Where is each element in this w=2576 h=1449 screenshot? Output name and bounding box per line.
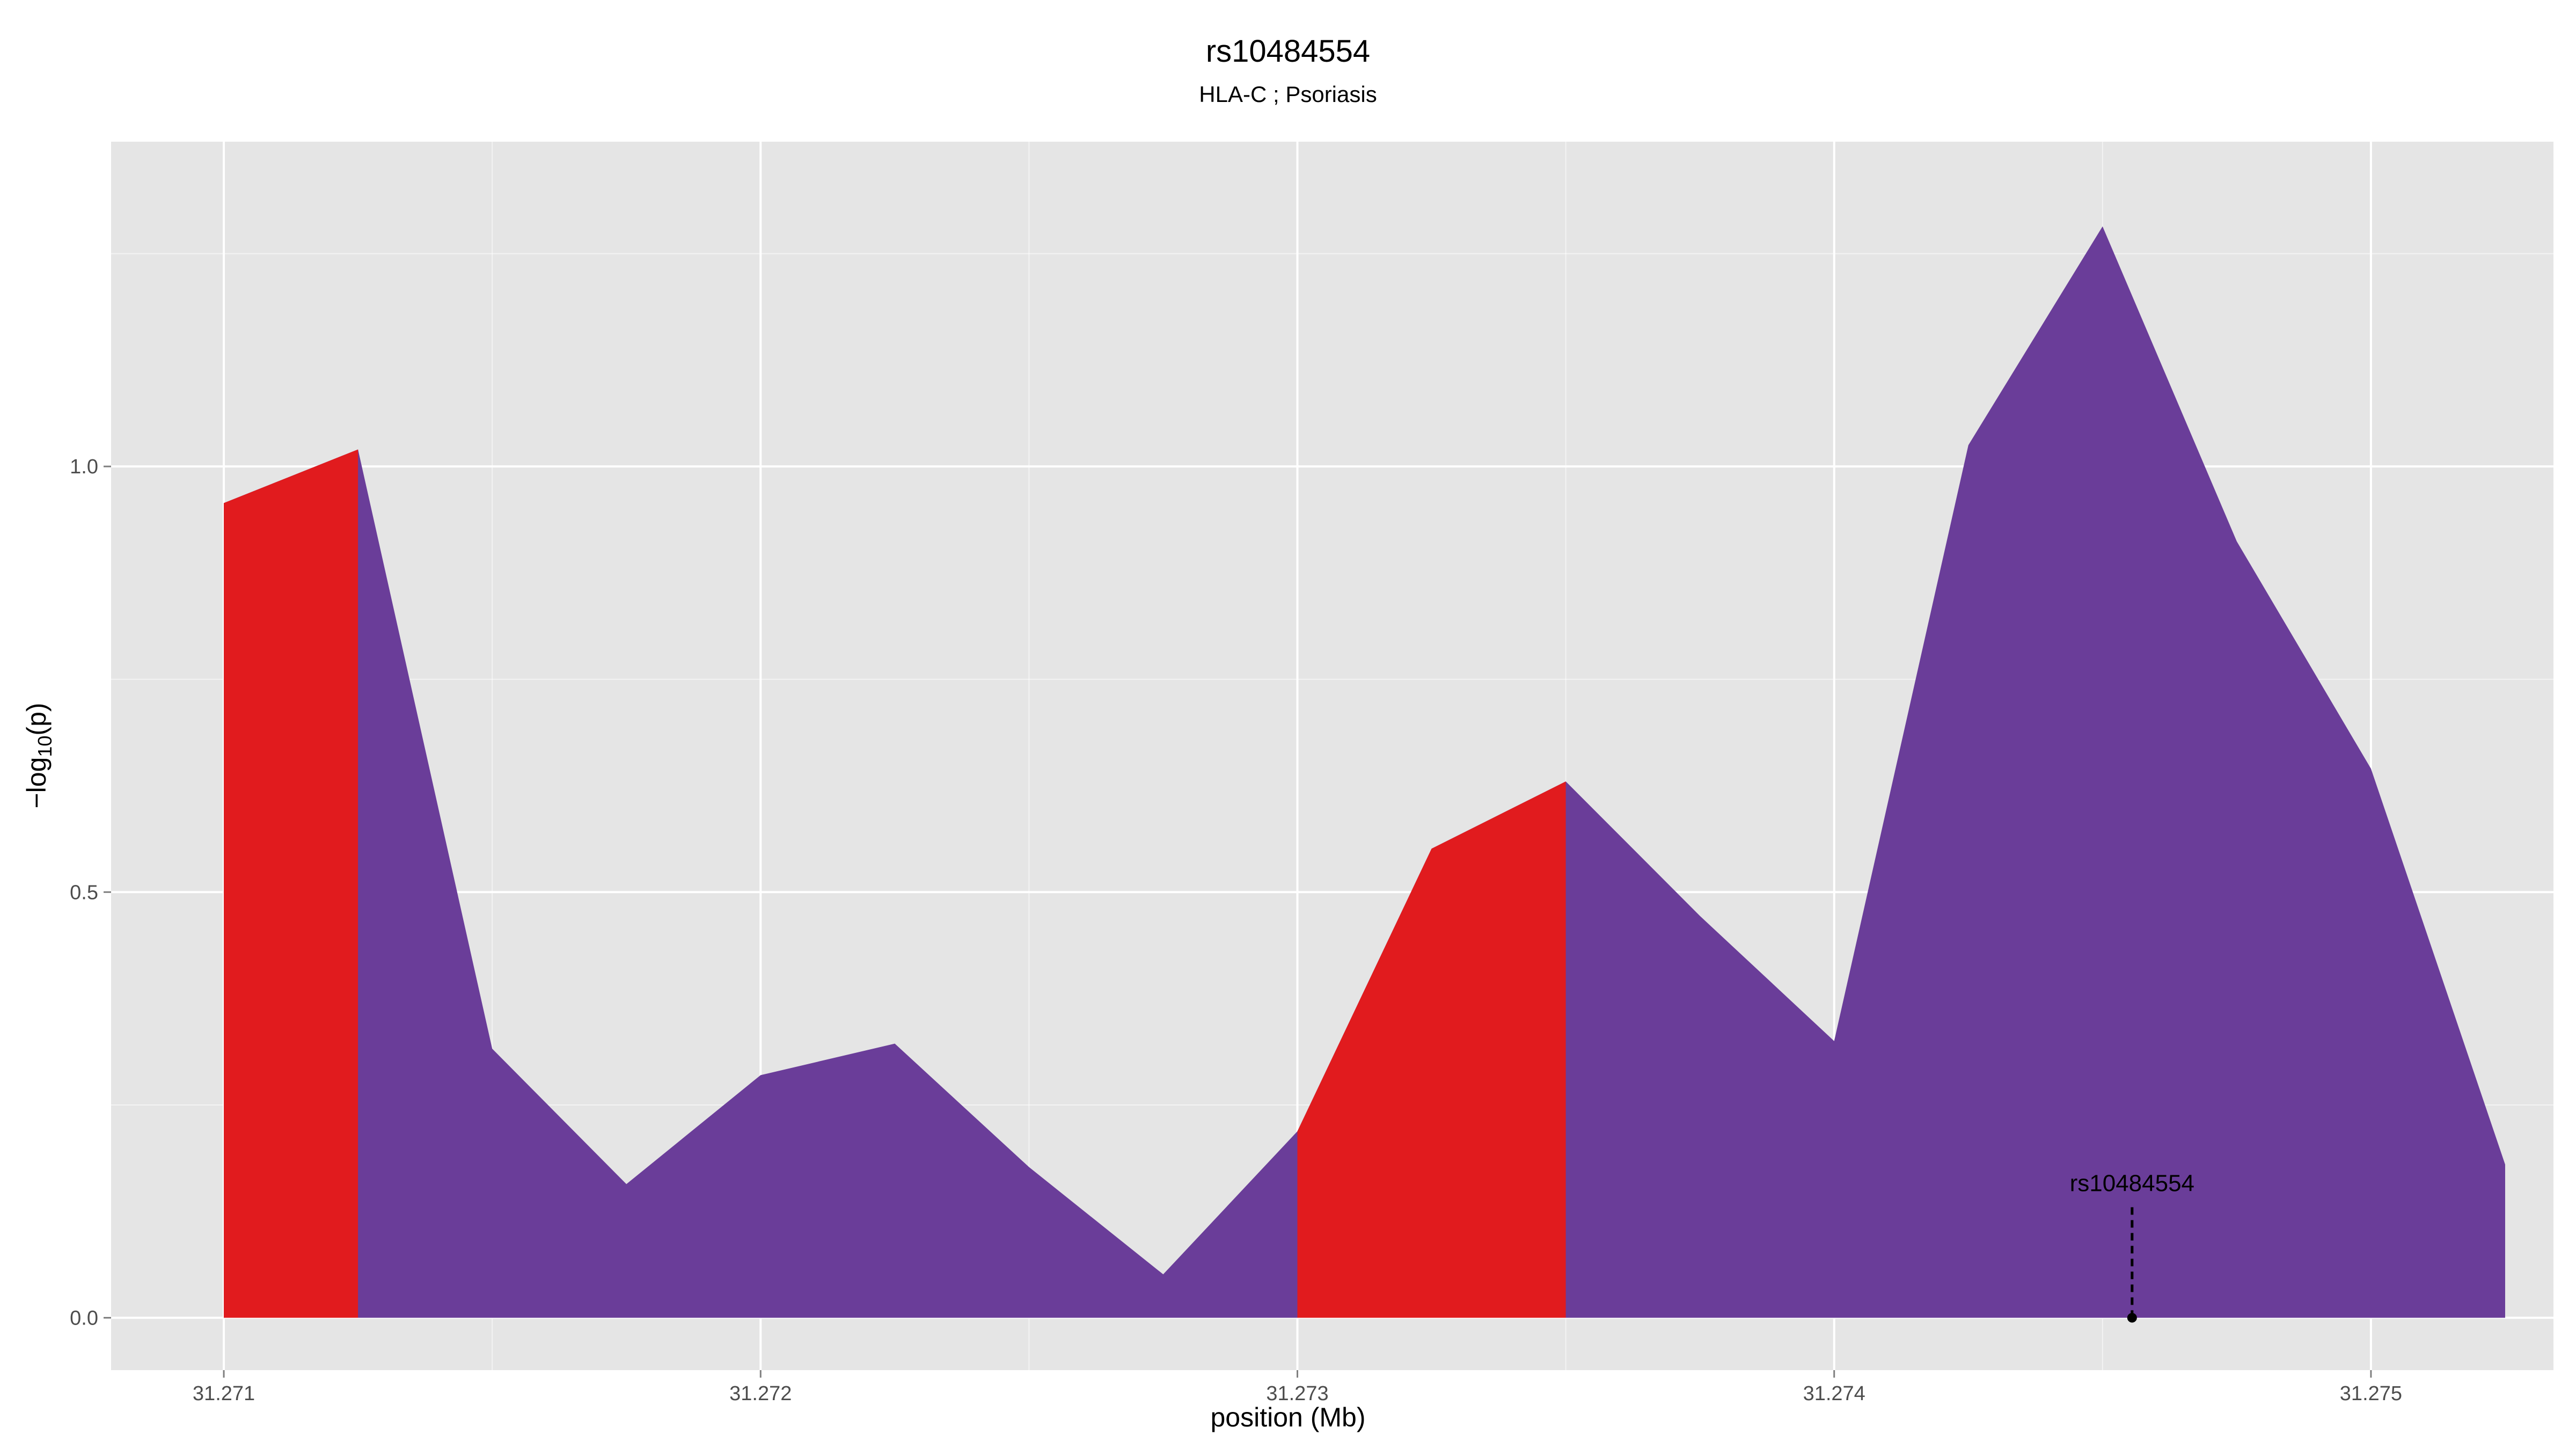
x-axis-title: position (Mb) (1210, 1402, 1366, 1432)
y-axis-title: −log10(p) (21, 702, 56, 809)
y-tick-label: 0.0 (70, 1307, 98, 1329)
x-tick-label: 31.271 (193, 1382, 255, 1405)
annotation-label: rs10484554 (2070, 1170, 2194, 1196)
y-tick-label: 1.0 (70, 456, 98, 478)
x-tick-label: 31.272 (729, 1382, 792, 1405)
annotation-point (2127, 1313, 2137, 1323)
y-tick-label: 0.5 (70, 881, 98, 904)
highlight-region (224, 449, 358, 1318)
x-tick-label: 31.274 (1803, 1382, 1865, 1405)
area-series (224, 226, 2505, 1318)
chart-subtitle: HLA-C ; Psoriasis (1199, 82, 1377, 107)
x-tick-label: 31.273 (1266, 1382, 1328, 1405)
highlight-region (1297, 781, 1566, 1318)
chart-title: rs10484554 (1205, 34, 1371, 69)
x-tick-label: 31.275 (2340, 1382, 2402, 1405)
